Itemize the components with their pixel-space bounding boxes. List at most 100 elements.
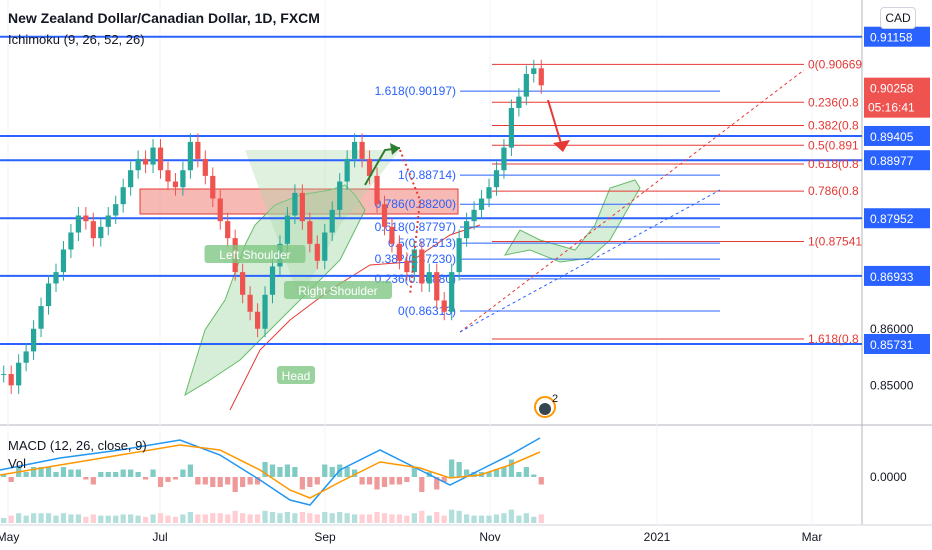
macd-histogram-bar <box>180 469 186 477</box>
macd-pane <box>0 437 544 523</box>
time-tick-label: 2021 <box>644 530 671 544</box>
volume-bar <box>449 509 455 523</box>
macd-histogram-bar <box>195 477 201 485</box>
macd-histogram-bar <box>307 477 313 487</box>
volume-bar <box>142 516 149 523</box>
candle-body <box>105 215 111 227</box>
candle-body <box>247 294 253 312</box>
macd-histogram-bar <box>254 477 261 485</box>
macd-histogram-bar <box>456 462 462 477</box>
macd-histogram-bar <box>150 469 156 477</box>
pattern-label: Right Shoulder <box>298 284 377 298</box>
currency-button[interactable]: CAD <box>880 7 916 29</box>
macd-histogram-bar <box>83 477 89 480</box>
price-label: 0.87952 <box>870 212 914 226</box>
volume-bar <box>396 514 403 523</box>
event-badge-core <box>539 403 551 415</box>
macd-histogram-bar <box>30 467 37 477</box>
volume-bar <box>277 513 283 523</box>
volume-bar <box>60 513 67 523</box>
volume-bar <box>329 513 335 523</box>
volume-bar <box>381 513 388 523</box>
macd-histogram-bar <box>202 477 208 485</box>
signal-line <box>0 444 541 499</box>
volume-bar <box>83 516 89 523</box>
candle-body <box>508 107 515 148</box>
candle-body <box>75 215 82 233</box>
price-label: 0.85731 <box>870 338 914 352</box>
macd-histogram-bar <box>247 477 253 485</box>
macd-histogram-bar <box>471 472 477 477</box>
candle-body <box>478 198 485 210</box>
volume-bar <box>165 515 171 523</box>
macd-histogram-bar <box>172 477 179 480</box>
macd-label[interactable]: MACD (12, 26, close, 9) <box>8 438 147 453</box>
macd-histogram-bar <box>292 467 298 477</box>
candle-body <box>501 147 507 171</box>
macd-histogram-bar <box>314 477 320 485</box>
volume-bar <box>411 513 417 523</box>
macd-histogram-bar <box>523 467 529 477</box>
macd-histogram-bar <box>344 467 350 477</box>
price-tick: 0.86000 <box>870 322 914 336</box>
macd-histogram-bar <box>277 467 283 477</box>
candle-body <box>396 243 403 261</box>
volume-bar <box>486 515 492 523</box>
candle-body <box>90 221 96 239</box>
volume-bar <box>531 516 537 523</box>
fib-red-label: 0.618(0.8 <box>808 157 859 171</box>
volume-bar <box>538 514 544 523</box>
volume-label[interactable]: Vol <box>8 456 27 471</box>
candle-body <box>83 215 89 222</box>
candle-body <box>98 226 104 239</box>
candle-body <box>352 141 358 159</box>
macd-histogram-bar <box>142 477 149 480</box>
macd-histogram-bar <box>8 477 14 482</box>
candle-body <box>8 374 14 386</box>
volume-bar <box>284 512 291 523</box>
macd-histogram-bar <box>68 469 74 477</box>
candle-body <box>262 294 268 329</box>
volume-bar <box>299 512 305 523</box>
macd-histogram-bar <box>225 477 231 485</box>
candle-body <box>113 204 119 216</box>
volume-bar <box>254 514 261 523</box>
volume-bar <box>374 512 380 523</box>
fib-red-label: 1(0.87541 <box>808 235 862 249</box>
candle-body <box>523 73 529 97</box>
fib-blue-label: 1(0.88714) <box>398 168 456 182</box>
indicator-label[interactable]: Ichimoku (9, 26, 52, 26) <box>8 32 145 47</box>
price-label: 0.86933 <box>870 270 914 284</box>
volume-bar <box>98 515 104 523</box>
candle-body <box>531 68 537 74</box>
macd-histogram-bar <box>441 477 447 482</box>
candle-body <box>254 311 261 329</box>
price-label-bg <box>864 150 930 171</box>
candle-body <box>463 221 470 239</box>
macd-histogram-bar <box>217 477 223 487</box>
fib-red-label: 1.618(0.8 <box>808 332 859 346</box>
candle-body <box>516 96 522 108</box>
volume-bar <box>352 514 358 523</box>
volume-bar <box>23 515 29 523</box>
macd-histogram-bar <box>501 467 507 477</box>
time-tick-label: Nov <box>479 530 500 544</box>
candle-body <box>344 158 350 182</box>
macd-histogram-bar <box>23 472 29 477</box>
fib-blue-label: 0.618(0.87797) <box>375 220 456 234</box>
volume-bar <box>240 513 246 523</box>
macd-histogram-bar <box>135 472 141 477</box>
candle-body <box>120 187 126 205</box>
volume-bar <box>516 515 522 523</box>
macd-histogram-bar <box>90 477 96 485</box>
price-tick: 0.85000 <box>870 378 914 392</box>
candle-body <box>172 181 179 188</box>
macd-histogram-bar <box>98 472 104 477</box>
candle-body <box>374 175 380 205</box>
candle-body <box>30 328 37 352</box>
volume-bar <box>441 515 447 523</box>
candle-body <box>299 192 305 222</box>
volume-bar <box>463 514 470 523</box>
candle-body <box>329 209 335 233</box>
